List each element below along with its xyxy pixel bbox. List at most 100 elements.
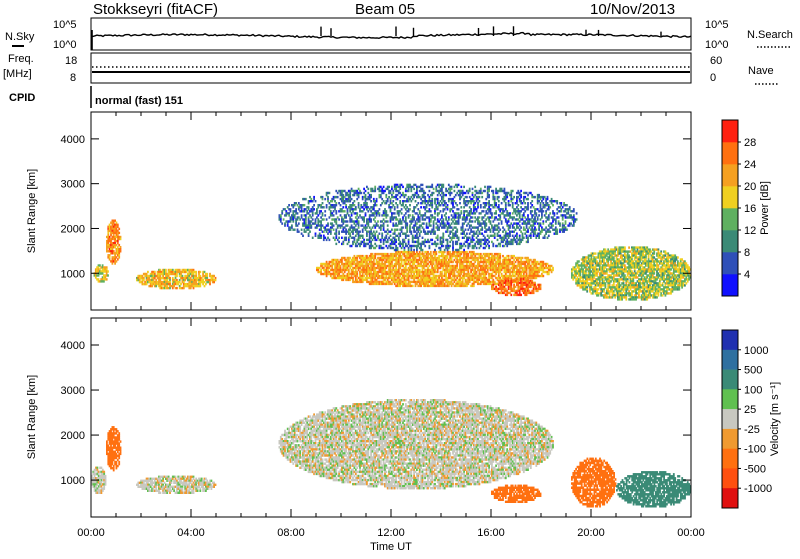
heatmap-cell [338,241,340,243]
heatmap-cell [463,206,465,208]
heatmap-cell [338,218,340,220]
heatmap-cell [460,212,462,214]
heatmap-cell [335,233,337,235]
heatmap-cell [502,226,504,228]
heatmap-cell [437,198,439,200]
heatmap-cell [527,208,529,210]
heatmap-cell [333,224,335,226]
heatmap-cell [367,192,369,194]
heatmap-cell [538,237,540,239]
heatmap-cell [369,226,371,228]
heatmap-cell [488,241,490,243]
heatmap-cell [385,216,387,218]
heatmap-cell [466,218,468,220]
heatmap-cell [476,247,478,249]
heatmap-cell [405,204,407,206]
heatmap-cell [524,202,526,204]
heatmap-cell [409,214,411,216]
heatmap-cell [545,212,547,214]
heatmap-cell [199,285,201,287]
heatmap-cell [377,220,379,222]
heatmap-cell [405,220,407,222]
heatmap-cell [451,226,453,228]
heatmap-cell [490,210,492,212]
heatmap-cell [492,245,494,247]
heatmap-cell [483,216,485,218]
heatmap-cell [381,237,383,239]
heatmap-cell [345,239,347,241]
heatmap-cell [313,198,315,200]
heatmap-cell [477,235,479,237]
heatmap-cell [342,243,344,245]
heatmap-cell [447,208,449,210]
heatmap-cell [107,274,109,276]
heatmap-cell [410,222,412,224]
heatmap-cell [498,226,500,228]
heatmap-cell [117,226,119,228]
heatmap-cell [408,216,410,218]
heatmap-cell [491,214,493,216]
heatmap-cell [548,204,550,206]
heatmap-cell [301,214,303,216]
heatmap-cell [480,212,482,214]
heatmap-cell [329,239,331,241]
heatmap-cell [544,206,546,208]
heatmap-cell [379,233,381,235]
heatmap-cell [326,218,328,220]
heatmap-cell [431,206,433,208]
heatmap-cell [462,245,464,247]
heatmap-cell [516,233,518,235]
heatmap-cell [315,235,317,237]
heatmap-cell [315,200,317,202]
heatmap-cell [508,220,510,222]
heatmap-cell [541,226,543,228]
heatmap-cell [438,229,440,231]
heatmap-cell [522,257,524,259]
heatmap-cell [385,237,387,239]
heatmap-cell [412,285,414,287]
heatmap-cell [310,226,312,228]
heatmap-cell [404,249,406,251]
heatmap-cell [292,206,294,208]
heatmap-cell [472,220,474,222]
freq-right-tick-bottom: 0 [710,72,716,84]
heatmap-cell [474,186,476,188]
heatmap-cell [542,275,544,277]
heatmap-cell [344,210,346,212]
heatmap-cell [442,186,444,188]
heatmap-cell [512,243,514,245]
heatmap-cell [559,224,561,226]
heatmap-cell [538,214,540,216]
heatmap-cell [374,188,376,190]
heatmap-cell [438,212,440,214]
heatmap-cell [341,237,343,239]
heatmap-cell [359,231,361,233]
heatmap-cell [402,192,404,194]
heatmap-cell [512,190,514,192]
heatmap-cell [455,194,457,196]
heatmap-cell [434,233,436,235]
heatmap-cell [513,226,515,228]
heatmap-cell [474,212,476,214]
heatmap-cell [315,233,317,235]
heatmap-cell [551,198,553,200]
heatmap-cell [298,231,300,233]
heatmap-cell [531,210,533,212]
heatmap-cell [494,206,496,208]
heatmap-cell [484,237,486,239]
noise-search-label: N.Search [747,29,793,41]
heatmap-cell [499,245,501,247]
heatmap-cell [305,220,307,222]
heatmap-cell [366,204,368,206]
heatmap-cell [469,237,471,239]
heatmap-cell [298,222,300,224]
heatmap-cell [358,220,360,222]
heatmap-cell [527,241,529,243]
heatmap-cell [534,196,536,198]
heatmap-cell [305,198,307,200]
heatmap-cell [517,204,519,206]
heatmap-cell [456,243,458,245]
heatmap-cell [323,218,325,220]
heatmap-cell [323,206,325,208]
heatmap-cell [408,235,410,237]
